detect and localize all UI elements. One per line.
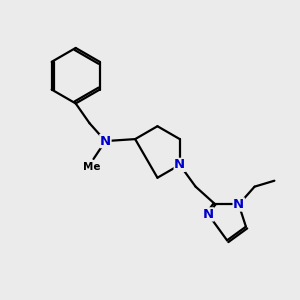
Text: N: N <box>174 158 185 171</box>
Text: Me: Me <box>83 162 100 172</box>
Text: N: N <box>233 198 244 211</box>
Text: N: N <box>203 208 214 221</box>
Text: N: N <box>100 135 111 148</box>
